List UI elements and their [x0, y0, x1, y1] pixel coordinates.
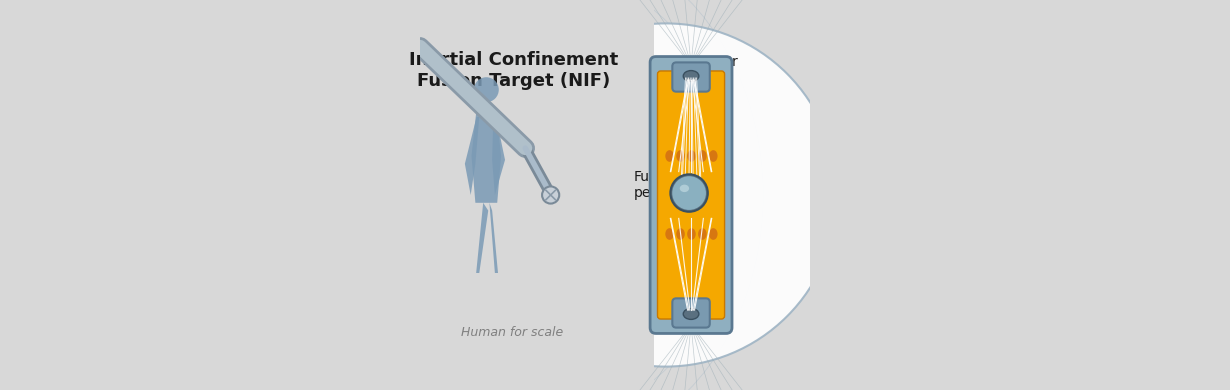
Ellipse shape — [665, 228, 674, 240]
Ellipse shape — [708, 228, 717, 240]
Ellipse shape — [688, 150, 696, 162]
Ellipse shape — [708, 150, 717, 162]
FancyBboxPatch shape — [673, 62, 710, 92]
Ellipse shape — [699, 228, 707, 240]
Text: Fuel
pellet: Fuel pellet — [633, 170, 673, 200]
Circle shape — [474, 77, 499, 102]
Ellipse shape — [688, 228, 696, 240]
Polygon shape — [492, 117, 506, 195]
Ellipse shape — [676, 228, 685, 240]
Ellipse shape — [683, 308, 699, 319]
Circle shape — [494, 23, 838, 367]
Bar — [419, 0, 654, 390]
Ellipse shape — [665, 150, 674, 162]
FancyBboxPatch shape — [658, 71, 724, 319]
Ellipse shape — [683, 71, 699, 82]
Circle shape — [670, 174, 707, 212]
Ellipse shape — [680, 184, 689, 192]
Ellipse shape — [676, 150, 685, 162]
Polygon shape — [465, 117, 480, 195]
FancyBboxPatch shape — [651, 57, 732, 333]
Polygon shape — [490, 203, 498, 273]
FancyBboxPatch shape — [673, 298, 710, 328]
Ellipse shape — [699, 150, 707, 162]
Polygon shape — [471, 109, 501, 203]
Polygon shape — [476, 203, 488, 273]
Circle shape — [542, 186, 560, 204]
Circle shape — [673, 176, 706, 210]
Text: Laser: Laser — [694, 55, 738, 69]
Text: Human for scale: Human for scale — [460, 326, 563, 339]
Text: Inertial Confinement
Fusion Target (NIF): Inertial Confinement Fusion Target (NIF) — [408, 51, 619, 89]
